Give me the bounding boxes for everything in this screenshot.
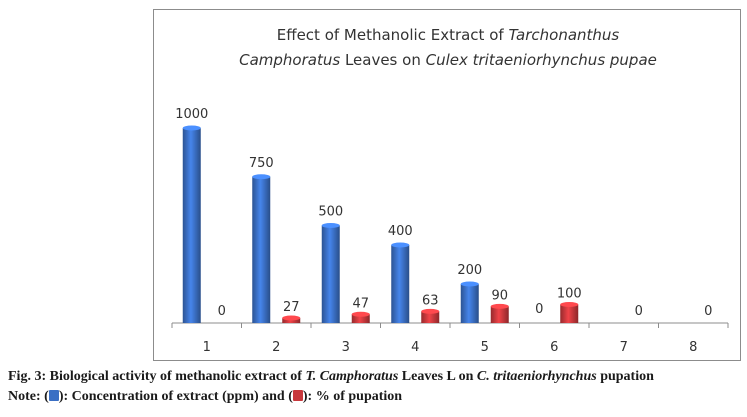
pupation-bar-top-2 — [282, 315, 301, 321]
concentration-bar-2 — [252, 176, 271, 323]
pupation-label-7: 0 — [635, 304, 643, 319]
concentration-bar-top-5 — [460, 281, 479, 287]
pupation-label-2: 27 — [283, 300, 300, 315]
x-tick-label-5: 5 — [481, 340, 489, 355]
concentration-bar-4 — [391, 245, 410, 323]
concentration-label-2: 750 — [249, 156, 274, 171]
figure-note: Note: (): Concentration of extract (ppm)… — [8, 389, 403, 404]
pupation-label-6: 100 — [557, 287, 582, 302]
red-swatch — [292, 390, 303, 401]
blue-swatch — [48, 390, 59, 401]
concentration-label-3: 500 — [318, 205, 343, 220]
concentration-label-5: 200 — [457, 263, 482, 278]
pupation-bar-3 — [351, 314, 370, 323]
concentration-bar-3 — [321, 225, 340, 323]
x-tick-label-7: 7 — [620, 340, 628, 355]
x-tick-label-6: 6 — [550, 340, 558, 355]
chart-title-line-1: Effect of Methanolic Extract of Tarchona… — [276, 26, 620, 44]
concentration-bar-top-1 — [182, 125, 201, 131]
pupation-bar-top-3 — [351, 311, 370, 317]
concentration-bar-top-4 — [391, 242, 410, 248]
pupation-bar-4 — [421, 311, 440, 323]
x-tick-label-3: 3 — [342, 340, 350, 355]
concentration-label-6: 0 — [535, 302, 543, 317]
concentration-bar-top-3 — [321, 223, 340, 228]
x-tick-label-4: 4 — [411, 340, 419, 355]
pupation-bar-top-4 — [421, 308, 440, 314]
concentration-bar-1 — [182, 128, 201, 323]
concentration-bar-5 — [460, 284, 479, 323]
x-tick-label-8: 8 — [689, 340, 697, 355]
pupation-bar-top-5 — [490, 303, 509, 309]
pupation-label-4: 63 — [422, 293, 439, 308]
pupation-bar-5 — [490, 306, 509, 323]
x-tick-label-2: 2 — [272, 340, 280, 355]
chart-area: Effect of Methanolic Extract of Tarchona… — [153, 9, 741, 361]
concentration-label-4: 400 — [388, 224, 413, 239]
pupation-bar-6 — [560, 304, 579, 323]
pupation-label-8: 0 — [704, 304, 712, 319]
concentration-label-1: 1000 — [175, 107, 208, 122]
x-tick-label-1: 1 — [203, 340, 211, 355]
pupation-label-5: 90 — [491, 288, 508, 303]
pupation-bar-top-6 — [560, 302, 579, 307]
pupation-label-3: 47 — [352, 296, 369, 311]
concentration-bar-top-2 — [252, 174, 271, 180]
chart-title-line-2: Camphoratus Leaves on Culex tritaeniorhy… — [239, 51, 657, 69]
pupation-label-1: 0 — [218, 304, 226, 319]
figure-caption: Fig. 3: Biological activity of methanoli… — [8, 369, 654, 384]
